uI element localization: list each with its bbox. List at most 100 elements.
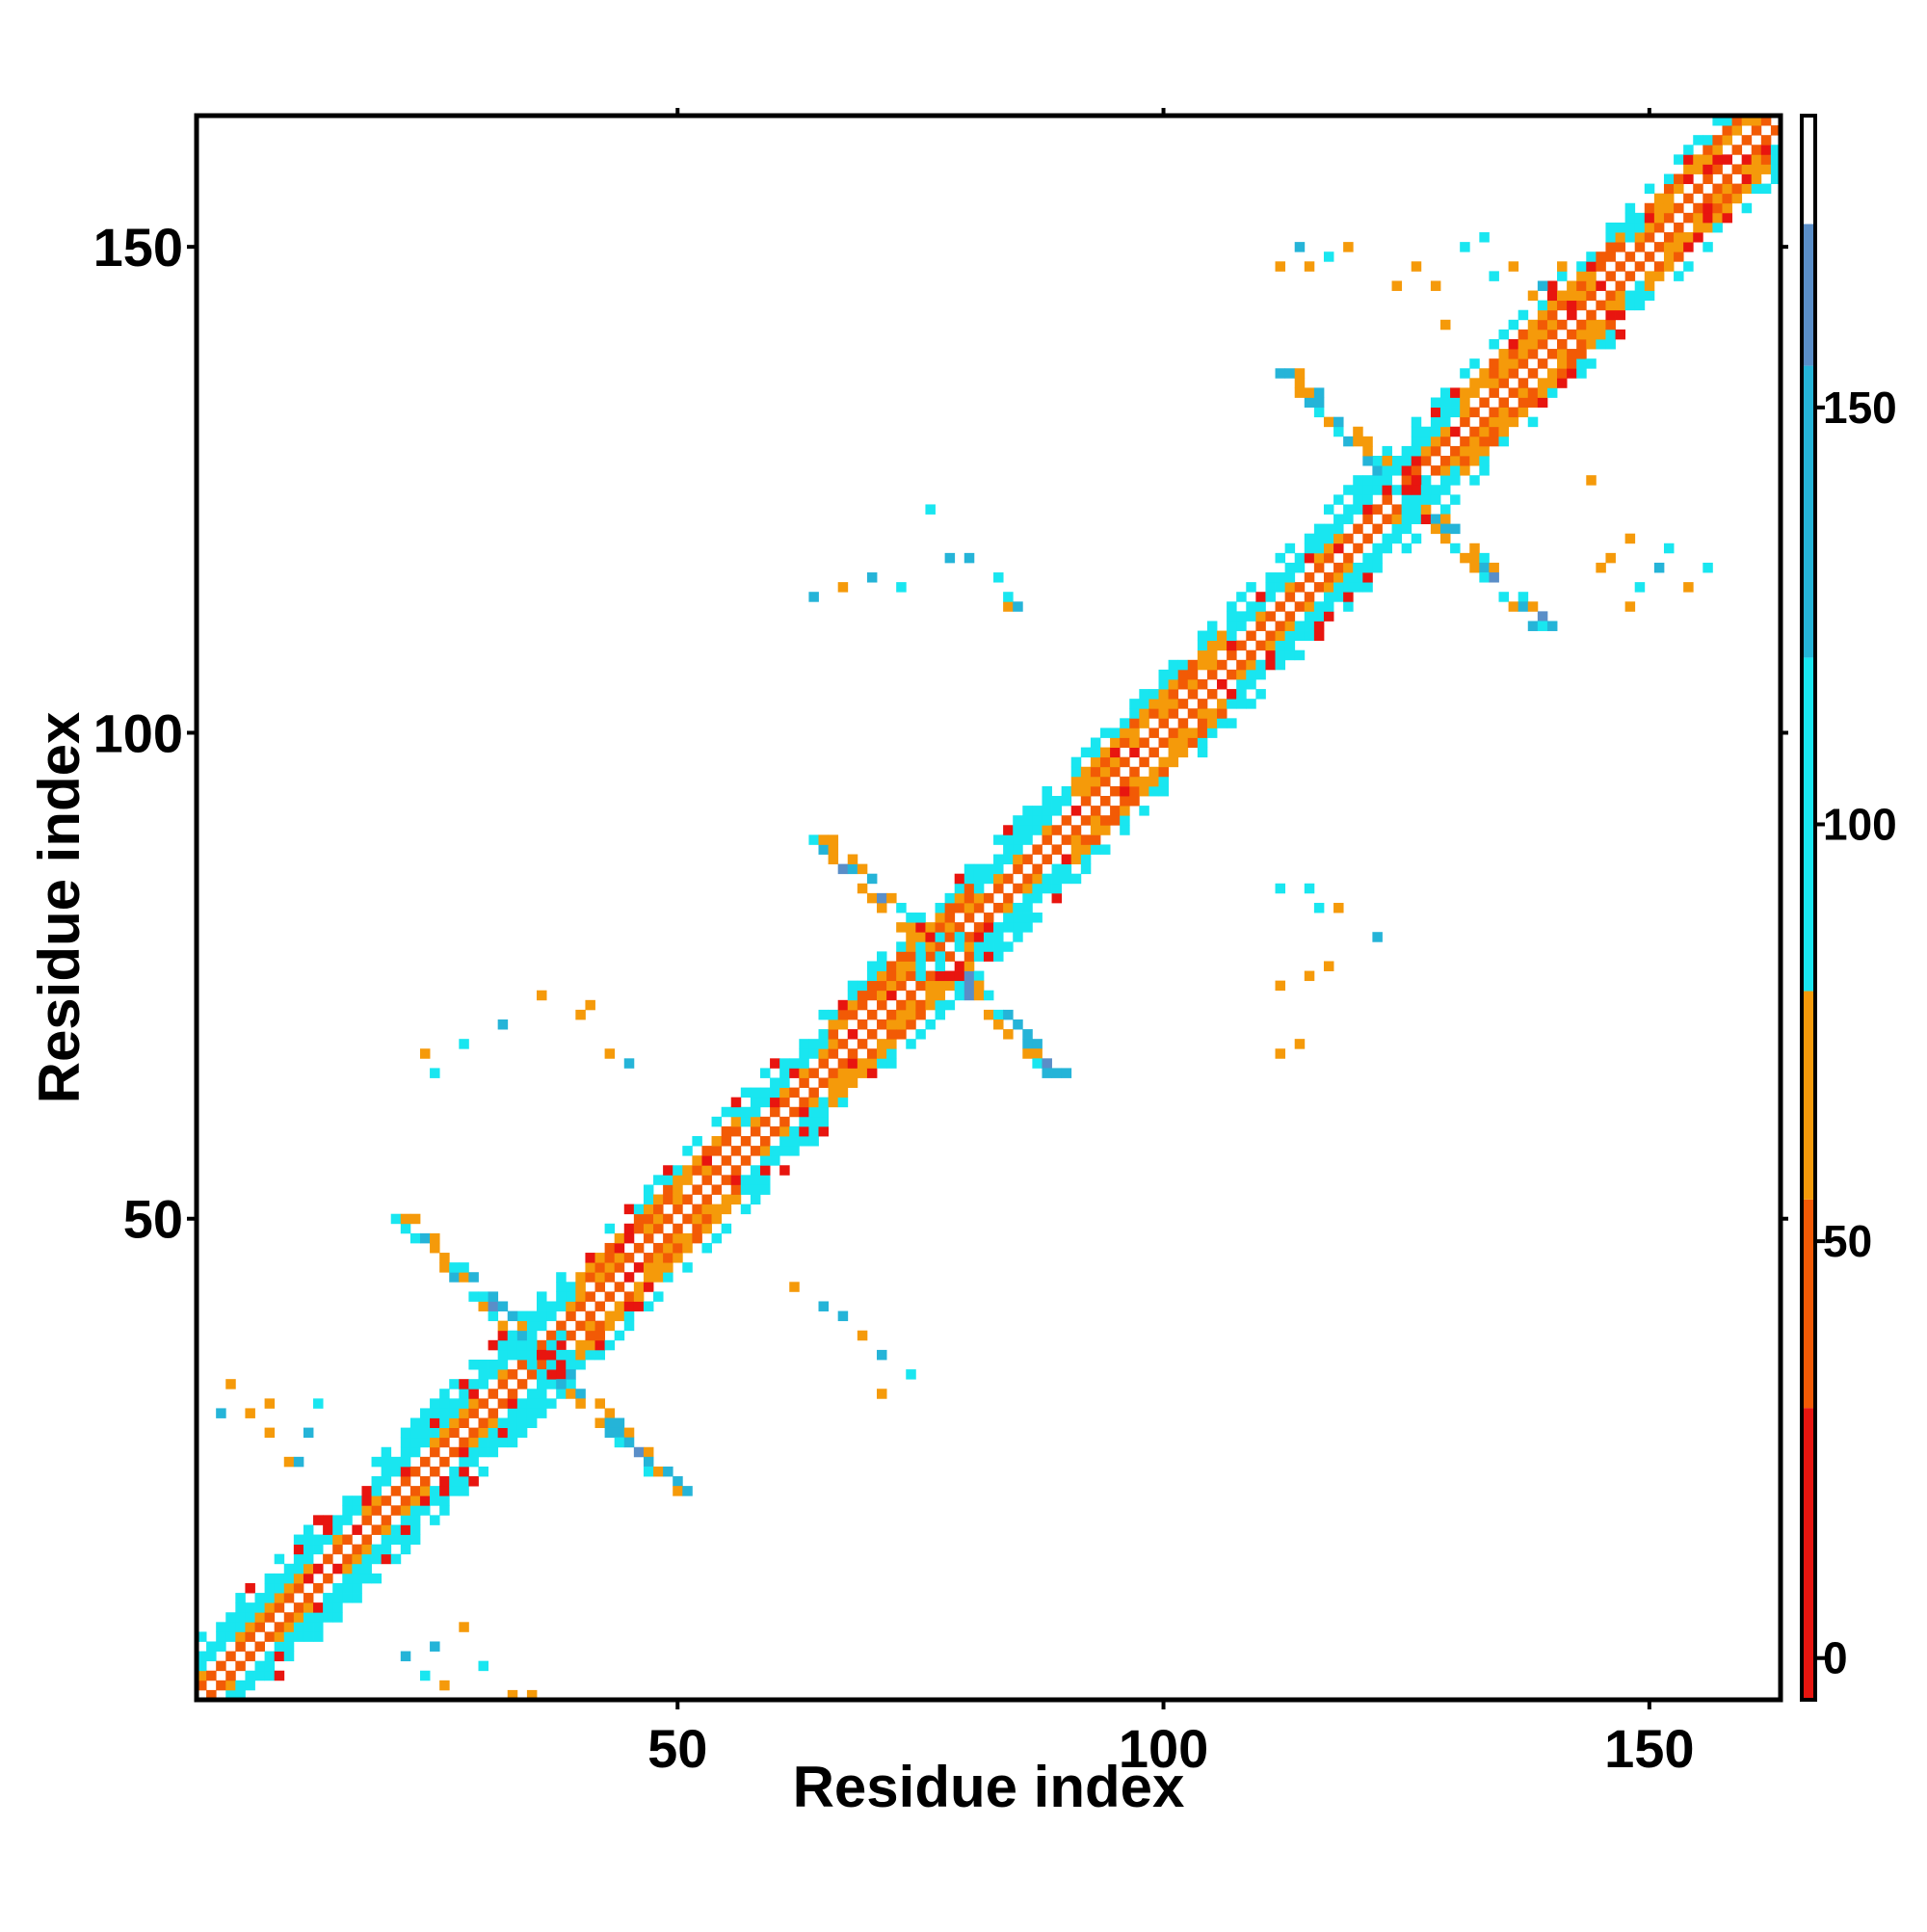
heatmap-cell bbox=[381, 1495, 392, 1506]
heatmap-cell bbox=[1090, 844, 1101, 855]
heatmap-cell bbox=[371, 1456, 383, 1468]
heatmap-cell bbox=[1003, 825, 1014, 835]
heatmap-cell bbox=[1411, 445, 1422, 457]
heatmap-cell bbox=[225, 1689, 236, 1701]
heatmap-cell bbox=[1576, 280, 1587, 291]
heatmap-cell bbox=[1537, 378, 1548, 388]
heatmap-cell bbox=[1129, 776, 1140, 787]
heatmap-cell bbox=[1653, 212, 1665, 224]
heatmap-cell bbox=[828, 834, 839, 845]
heatmap-cell bbox=[1294, 368, 1306, 379]
heatmap-cell bbox=[1168, 728, 1179, 738]
heatmap-cell bbox=[614, 1253, 625, 1263]
heatmap-cell bbox=[1353, 475, 1363, 486]
heatmap-cell bbox=[361, 1495, 372, 1506]
heatmap-cell bbox=[701, 1213, 712, 1225]
heatmap-cell bbox=[1362, 533, 1373, 544]
heatmap-cell bbox=[1498, 407, 1509, 418]
heatmap-cell bbox=[409, 1437, 421, 1448]
heatmap-cell bbox=[507, 1339, 518, 1351]
heatmap-cell bbox=[1187, 659, 1199, 671]
heatmap-cell bbox=[409, 1427, 421, 1439]
heatmap-cell bbox=[643, 1282, 654, 1292]
heatmap-cell bbox=[1148, 728, 1159, 738]
heatmap-cell bbox=[1061, 873, 1072, 885]
heatmap-cell bbox=[1090, 815, 1101, 826]
heatmap-cell bbox=[759, 1175, 771, 1185]
heatmap-cell bbox=[216, 1660, 226, 1672]
heatmap-cell bbox=[886, 961, 897, 971]
heatmap-cell bbox=[750, 1125, 761, 1137]
heatmap-cell bbox=[837, 1077, 849, 1088]
heatmap-cell bbox=[1741, 183, 1753, 195]
colorbar-frame bbox=[1800, 114, 1817, 1702]
heatmap-cell bbox=[1275, 621, 1286, 631]
heatmap-cell bbox=[1227, 640, 1237, 651]
heatmap-cell bbox=[585, 1262, 595, 1273]
heatmap-cell bbox=[866, 1058, 878, 1069]
heatmap-cell bbox=[1460, 465, 1470, 476]
heatmap-cell bbox=[1624, 533, 1636, 544]
heatmap-cell bbox=[1634, 222, 1646, 233]
heatmap-cell bbox=[1090, 747, 1101, 758]
heatmap-cell bbox=[1401, 445, 1412, 457]
heatmap-cell bbox=[1703, 173, 1713, 185]
heatmap-cell bbox=[1304, 261, 1315, 272]
heatmap-cell bbox=[1139, 737, 1149, 748]
heatmap-cell bbox=[1469, 456, 1480, 466]
heatmap-cell bbox=[1508, 368, 1519, 379]
heatmap-cell bbox=[692, 1232, 702, 1244]
heatmap-cell bbox=[1741, 154, 1753, 165]
heatmap-cell bbox=[303, 1602, 314, 1613]
heatmap-cell bbox=[439, 1253, 450, 1263]
heatmap-cell bbox=[1275, 261, 1286, 272]
heatmap-cell bbox=[1450, 426, 1461, 437]
heatmap-cell bbox=[468, 1379, 479, 1389]
heatmap-cell bbox=[1489, 562, 1499, 573]
heatmap-cell bbox=[1576, 319, 1587, 331]
heatmap-cell bbox=[1275, 883, 1286, 894]
heatmap-cell bbox=[313, 1398, 324, 1409]
heatmap-cell bbox=[439, 1476, 450, 1487]
heatmap-cell bbox=[944, 913, 956, 923]
heatmap-cell bbox=[1110, 756, 1121, 768]
heatmap-cell bbox=[264, 1631, 276, 1642]
heatmap-cell bbox=[449, 1272, 460, 1283]
heatmap-cell bbox=[1090, 834, 1101, 845]
heatmap-cell bbox=[361, 1573, 372, 1584]
heatmap-cell bbox=[1770, 164, 1782, 174]
heatmap-cell bbox=[449, 1466, 460, 1477]
heatmap-cell bbox=[828, 1009, 839, 1020]
heatmap-cell bbox=[1751, 116, 1762, 126]
heatmap-cell bbox=[488, 1301, 499, 1311]
heatmap-cell bbox=[516, 1408, 528, 1418]
heatmap-cell bbox=[1663, 261, 1675, 272]
heatmap-cell bbox=[1760, 154, 1772, 165]
heatmap-cell bbox=[1703, 145, 1713, 155]
heatmap-cell bbox=[1605, 300, 1616, 311]
heatmap-cell bbox=[1460, 436, 1470, 447]
heatmap-cell bbox=[1557, 261, 1568, 272]
heatmap-cell bbox=[837, 1310, 849, 1322]
heatmap-cell bbox=[1586, 319, 1597, 331]
heatmap-cell bbox=[468, 1359, 479, 1370]
heatmap-cell bbox=[478, 1369, 488, 1380]
heatmap-cell bbox=[1546, 300, 1558, 311]
heatmap-cell bbox=[342, 1505, 353, 1516]
heatmap-cell bbox=[1450, 456, 1461, 466]
heatmap-cell bbox=[906, 961, 916, 971]
heatmap-cell bbox=[1703, 202, 1713, 214]
heatmap-cell bbox=[1120, 806, 1130, 816]
heatmap-cell bbox=[614, 1330, 625, 1341]
heatmap-cell bbox=[361, 1544, 372, 1555]
heatmap-cell bbox=[235, 1631, 246, 1642]
heatmap-cell bbox=[973, 922, 985, 933]
heatmap-cell bbox=[1206, 669, 1218, 680]
heatmap-cell bbox=[1255, 640, 1266, 651]
heatmap-cell bbox=[711, 1204, 723, 1215]
heatmap-cell bbox=[906, 1009, 916, 1020]
heatmap-cell bbox=[293, 1602, 304, 1613]
heatmap-cell bbox=[1255, 689, 1266, 700]
heatmap-cell bbox=[419, 1486, 431, 1496]
heatmap-cell bbox=[507, 1417, 518, 1428]
